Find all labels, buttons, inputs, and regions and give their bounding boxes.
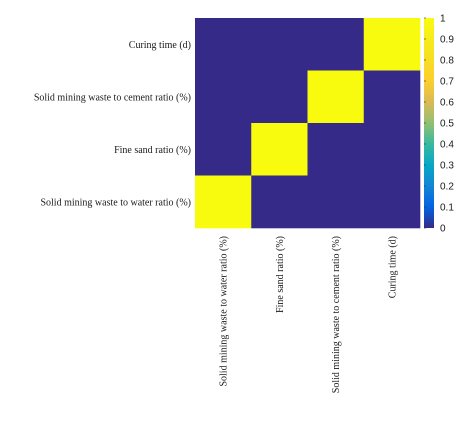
colorbar-tick-label: 1 (440, 14, 446, 25)
heatmap-cell (363, 175, 421, 229)
heatmap-cell (307, 70, 365, 124)
x-tick-label: Curing time (d) (387, 236, 398, 298)
colorbar-tick-label: 0.7 (440, 77, 454, 88)
heatmap-cell (251, 123, 308, 176)
x-axis-labels: Solid mining waste to water ratio (%) Fin… (219, 236, 399, 393)
colorbar-tick-label: 0 (440, 224, 446, 235)
heatmap-cell (195, 123, 252, 176)
heatmap-cell (251, 70, 308, 124)
colorbar-tick-label: 0.4 (440, 140, 454, 151)
heatmap-cell (307, 18, 365, 71)
heatmap-cell (251, 175, 308, 229)
y-tick-label: Solid mining waste to cement ratio (%) (34, 92, 191, 103)
heatmap-cell (307, 123, 365, 176)
x-tick-label: Solid mining waste to cement ratio (%) (331, 236, 342, 393)
heatmap-cell (195, 70, 252, 124)
heatmap-cell (251, 18, 308, 71)
y-tick-label: Solid mining waste to water ratio (%) (40, 197, 191, 208)
heatmap-cell (307, 175, 365, 229)
colorbar: 0 0.1 0.2 0.3 0.4 0.5 0.6 0.7 0.8 0.9 1 (424, 14, 454, 235)
heatmap-cell (363, 123, 421, 176)
colorbar-tick-label: 0.2 (440, 182, 454, 193)
colorbar-tick-label: 0.6 (440, 98, 454, 109)
x-tick-label: Solid mining waste to water ratio (%) (219, 236, 230, 387)
y-tick-label: Curing time (d) (129, 40, 191, 51)
heatmap-cell (363, 70, 421, 124)
colorbar-tick-label: 0.9 (440, 35, 454, 46)
colorbar-tick-label: 0.8 (440, 56, 454, 67)
y-axis-labels: Curing time (d) Solid mining waste to cem… (34, 40, 191, 209)
heatmap-cells (195, 18, 421, 229)
y-tick-label: Fine sand ratio (%) (114, 145, 191, 156)
colorbar-gradient (424, 18, 434, 228)
colorbar-tick-label: 0.3 (440, 161, 454, 172)
colorbar-tick-label: 0.5 (440, 119, 454, 130)
x-tick-label: Fine sand ratio (%) (275, 236, 286, 313)
colorbar-tick-label: 0.1 (440, 203, 454, 214)
heatmap-cell (363, 18, 421, 71)
heatmap-cell (195, 175, 252, 229)
heatmap-cell (195, 18, 252, 71)
